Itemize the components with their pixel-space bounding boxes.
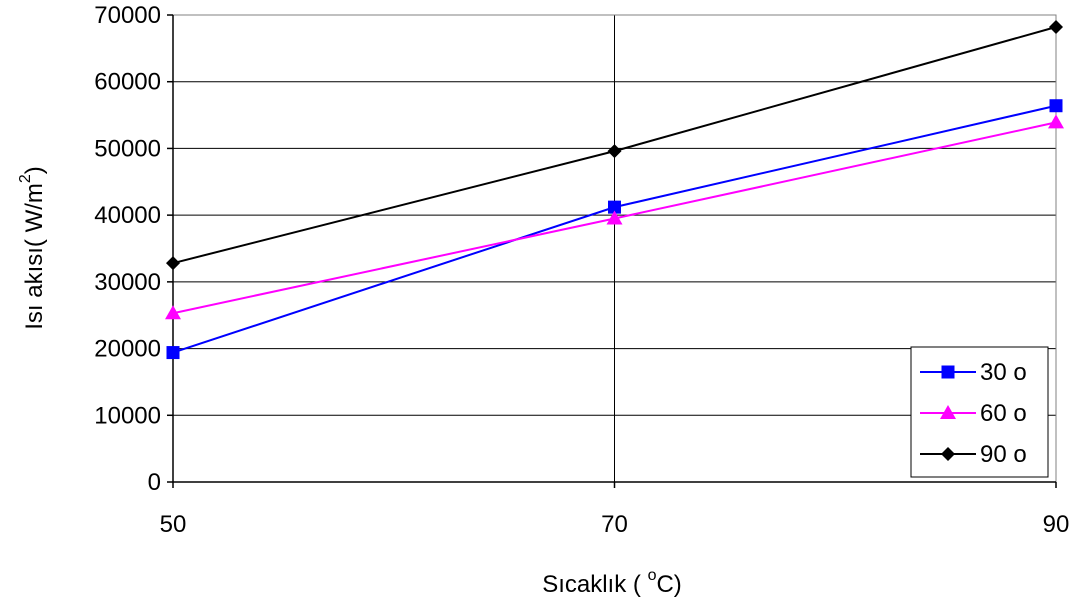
y-tick-label: 50000: [94, 135, 161, 162]
axes: [167, 14, 1057, 488]
legend-marker: [940, 405, 956, 419]
legend-label: 60 o: [980, 400, 1027, 427]
y-tick-label: 30000: [94, 269, 161, 296]
y-tick-label: 20000: [94, 336, 161, 363]
y-axis-title-prefix: Isı akısı( W/m: [21, 183, 48, 330]
x-axis-title: Sıcaklık ( oC): [542, 567, 682, 598]
series-group: [165, 114, 1064, 320]
legend-item: 30 o: [920, 359, 1027, 386]
legend-marker: [941, 447, 955, 461]
series: [165, 20, 1064, 360]
series-group: [166, 20, 1063, 271]
y-tick-label: 60000: [94, 69, 161, 96]
series-group: [166, 99, 1063, 360]
data-point: [608, 200, 621, 214]
legend-marker: [941, 365, 955, 379]
y-axis-title: Isı akısı( W/m2): [17, 166, 48, 330]
legend-label: 90 o: [980, 441, 1027, 468]
legend: 30 o 60 o 90 o: [910, 346, 1049, 478]
x-tick-labels: 50 70 90: [160, 511, 1070, 538]
data-point: [1048, 114, 1064, 129]
legend-items: 30 o 60 o 90 o: [920, 359, 1027, 468]
y-axis-title-sup: 2: [17, 174, 34, 183]
legend-item: 60 o: [920, 400, 1027, 427]
legend-item: 90 o: [920, 441, 1027, 468]
y-tick-label: 10000: [94, 402, 161, 429]
legend-label: 30 o: [980, 359, 1027, 386]
data-point: [165, 305, 181, 320]
data-point: [607, 144, 622, 159]
data-point: [166, 346, 180, 360]
data-point: [1049, 99, 1063, 113]
x-tick-label: 70: [601, 511, 628, 538]
y-tick-label: 70000: [94, 2, 161, 29]
x-axis-title-prefix: Sıcaklık (: [542, 571, 647, 598]
x-axis-title-sup: o: [648, 567, 657, 584]
y-tick-label: 0: [148, 469, 161, 496]
data-point: [1049, 20, 1063, 35]
data-point: [606, 210, 623, 225]
y-tick-label: 40000: [94, 202, 161, 229]
x-tick-label: 50: [160, 511, 187, 538]
x-axis-title-suffix: C): [656, 571, 681, 598]
data-point: [166, 256, 180, 271]
y-axis-title-suffix: ): [21, 166, 48, 174]
x-tick-label: 90: [1043, 511, 1070, 538]
y-tick-labels: 0 10000 20000 30000 40000 50000 60000 70000: [94, 2, 161, 496]
